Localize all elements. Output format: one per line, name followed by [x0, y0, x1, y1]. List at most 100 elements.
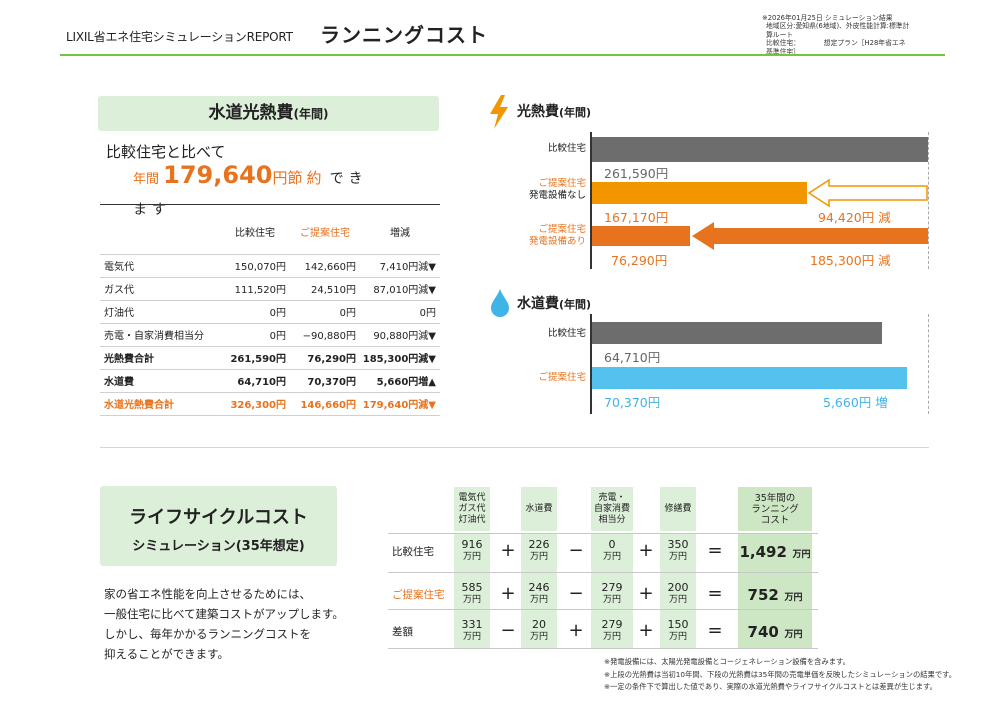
total-value: 752 [747, 586, 779, 604]
lifecycle-column-bg [660, 533, 696, 648]
total-unit: 万円 [784, 630, 803, 640]
lifecycle-column-header: 水道費 [521, 487, 557, 531]
cell-unit: 万円 [602, 595, 621, 605]
lifecycle-column-bg [521, 533, 557, 648]
cell-value: 331 [461, 618, 483, 631]
header-divider [60, 54, 945, 56]
proposal-value: 24,510円 [290, 276, 360, 300]
footnote: ※上段の光熱費は当初10年間、下段の光熱費は35年間の売電単価を反映したシミュレ… [604, 669, 957, 679]
lifecycle-cell: 246 万円 [521, 581, 557, 607]
lifecycle-total: 752 万円 [738, 585, 812, 604]
energy-value-proposal-gen: 76,290円 [611, 253, 668, 268]
lifecycle-cell: 150 万円 [660, 618, 696, 644]
can-text-2: ます [133, 202, 171, 218]
row-label: 電気代 [100, 253, 220, 277]
cell-value: 246 [528, 581, 550, 594]
energy-bar-proposal-gen [592, 226, 690, 246]
water-title-suffix: (年間) [559, 298, 592, 311]
cell-unit: 万円 [462, 632, 481, 642]
lifecycle-section-header: ライフサイクルコスト シミュレーション(35年想定) [100, 486, 337, 566]
lifecycle-cell: 916 万円 [454, 538, 490, 564]
bar-label-proposal-nogen: ご提案住宅 発電設備なし [505, 178, 586, 202]
total-value: 740 [747, 623, 779, 641]
table-row: 電気代 150,070円 142,660円 7,410円減▼ [100, 253, 440, 277]
cell-value: 226 [528, 538, 550, 551]
table-header-blank [100, 204, 220, 254]
lifecycle-row-label: ご提案住宅 [392, 589, 445, 601]
row-label: 水道光熱費合計 [100, 391, 220, 416]
lifecycle-cell: 226 万円 [521, 538, 557, 564]
header-line: 売電・ [598, 492, 626, 503]
cell-value: 20 [532, 618, 546, 631]
utility-cost-table: 比較住宅 ご提案住宅 増減 電気代 150,070円 142,660円 7,41… [100, 204, 440, 416]
lifecycle-cell: 279 万円 [591, 581, 633, 607]
table-row: 売電・自家消費相当分 0円 −90,880円 90,880円減▼ [100, 322, 440, 346]
energy-chart-title: 光熱費(年間) [517, 101, 591, 121]
water-diff: 5,660円 増 [823, 395, 888, 410]
saving-unit: 円 [272, 169, 288, 187]
proposal-value: 70,370円 [290, 368, 360, 392]
cell-unit: 万円 [668, 552, 687, 562]
lifecycle-description: 家の省エネ性能を向上させるためには、 一般住宅に比べて建築コストがアップします。… [104, 584, 344, 664]
lifecycle-row-rule [388, 609, 818, 610]
utility-section-header: 水道光熱費(年間) [98, 96, 439, 131]
proposal-value: 142,660円 [290, 253, 360, 277]
cell-value: 279 [601, 618, 623, 631]
bar-label-line: 比較住宅 [547, 328, 586, 339]
bar-label-line: 発電設備あり [528, 236, 586, 247]
diff-value: 5,660円増▲ [360, 368, 440, 392]
row-label: 灯油代 [100, 299, 220, 323]
bar-label-proposal: ご提案住宅 [505, 372, 586, 384]
description-line: しかし、毎年かかるランニングコストを [104, 627, 311, 641]
lifecycle-cell: 350 万円 [660, 538, 696, 564]
section-divider [100, 447, 929, 448]
diff-value: 0円 [360, 299, 440, 323]
page-title: ランニングコスト [320, 23, 488, 47]
total-unit: 万円 [792, 550, 811, 560]
compare-value: 0円 [220, 322, 290, 346]
meta-line: 比較住宅： 想定プラン［H28年省エネ [766, 39, 906, 48]
report-brand: LIXIL省エネ住宅シミュレーションREPORT [66, 30, 293, 44]
meta-line: 基準住宅］ [766, 47, 800, 56]
table-row: 水道費 64,710円 70,370円 5,660円増▲ [100, 368, 440, 392]
lifecycle-cell: 331 万円 [454, 618, 490, 644]
energy-reference-line [928, 132, 929, 269]
diff-value: 179,640円減▼ [360, 391, 440, 416]
utility-title-suffix: (年間) [293, 107, 329, 121]
water-value-proposal: 70,370円 [604, 395, 661, 410]
lifecycle-cell: 200 万円 [660, 581, 696, 607]
water-value-compare: 64,710円 [604, 350, 661, 365]
bar-label-line: 比較住宅 [547, 143, 586, 154]
lifecycle-row-rule [388, 533, 818, 534]
lifecycle-column-bg [454, 533, 490, 648]
lifecycle-column-header: 電気代 ガス代 灯油代 [454, 487, 490, 531]
can-text: でき [329, 171, 368, 187]
lifecycle-column-bg [591, 533, 633, 648]
energy-reduction-arrows [692, 178, 928, 250]
meta-line: 算ルート [766, 30, 794, 39]
lifecycle-column-bg [738, 533, 812, 648]
proposal-value: 76,290円 [290, 345, 360, 369]
proposal-value: 0円 [290, 299, 360, 323]
header-line: ガス代 [458, 503, 486, 514]
total-unit: 万円 [784, 593, 803, 603]
cell-unit: 万円 [462, 552, 481, 562]
water-bar-compare [592, 322, 882, 344]
header-line: 水道費 [525, 503, 553, 514]
header-line: 灯油代 [458, 514, 486, 525]
lightning-icon [490, 95, 508, 129]
cell-unit: 万円 [529, 632, 548, 642]
lifecycle-column-header: 35年間の ランニング コスト [738, 487, 812, 531]
compare-value: 0円 [220, 299, 290, 323]
footnote: ※一定の条件下で算出した値であり、実際の水道光熱費やライフサイクルコストとは差異… [604, 682, 937, 691]
bar-label-compare: 比較住宅 [505, 143, 586, 155]
lifecycle-column-header: 売電・ 自家消費 相当分 [591, 487, 633, 531]
bar-label-compare: 比較住宅 [505, 328, 586, 340]
row-label: ガス代 [100, 276, 220, 300]
table-header-diff: 増減 [390, 228, 410, 239]
diff-value: 7,410円減▼ [360, 253, 440, 277]
meta-line: ※2026年01月25日 シミュレーション結果 [762, 14, 893, 22]
lifecycle-operator: − [568, 540, 584, 561]
lifecycle-operator: + [638, 540, 654, 561]
annual-label: 年間 [133, 172, 160, 187]
